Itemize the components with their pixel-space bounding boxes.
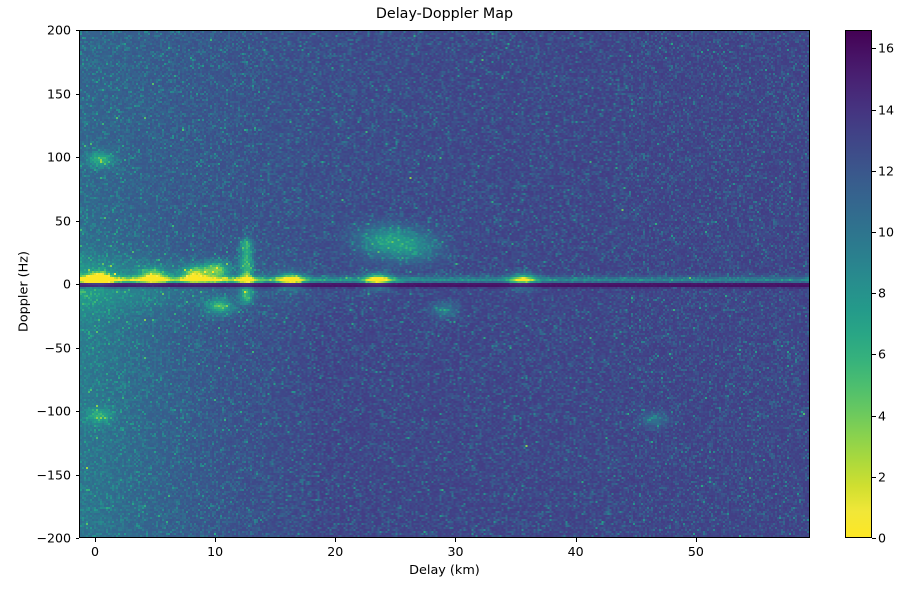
- x-tick-mark: [215, 538, 217, 542]
- x-tick-label: 40: [567, 544, 584, 559]
- colorbar-tick-label: 8: [878, 285, 887, 301]
- y-tick-mark: [75, 157, 79, 158]
- y-tick-label: 150: [46, 86, 71, 101]
- x-tick-mark: [455, 538, 457, 542]
- colorbar-tick-mark: [872, 354, 876, 356]
- y-tick-mark: [75, 474, 79, 476]
- y-tick-label: −150: [36, 467, 71, 482]
- x-tick-label: 10: [207, 544, 224, 559]
- colorbar-tick-mark: [872, 538, 876, 539]
- colorbar-tick-mark: [872, 231, 876, 233]
- y-tick-mark: [75, 411, 79, 412]
- x-tick-mark: [695, 538, 697, 542]
- colorbar-tick-label: 4: [878, 408, 887, 424]
- x-tick-label: 50: [687, 544, 704, 559]
- y-tick-label: 50: [54, 213, 71, 228]
- x-tick-label: 30: [447, 544, 464, 559]
- colorbar-tick-label: 10: [878, 224, 895, 240]
- y-tick-mark: [75, 93, 79, 95]
- colorbar-tick-label: 12: [878, 163, 895, 179]
- y-tick-label: 200: [46, 22, 71, 38]
- colorbar-gradient: [846, 31, 871, 537]
- colorbar-tick-label: 0: [878, 530, 887, 546]
- colorbar-tick-mark: [872, 48, 876, 50]
- colorbar-tick-mark: [872, 170, 876, 172]
- x-tick-label: 20: [327, 544, 344, 559]
- y-tick-mark: [75, 30, 79, 31]
- y-tick-mark: [75, 284, 79, 285]
- colorbar-axes: [845, 30, 872, 538]
- y-tick-label: 0: [62, 276, 71, 292]
- colorbar-tick-mark: [872, 476, 876, 478]
- x-axis-label: Delay (km): [409, 563, 480, 578]
- colorbar-tick-label: 16: [878, 40, 895, 56]
- page-title: Delay-Doppler Map: [375, 6, 514, 22]
- x-tick-label: 0: [90, 544, 99, 559]
- colorbar-tick-mark: [872, 415, 876, 417]
- colorbar-tick-mark: [872, 293, 876, 295]
- y-tick-mark: [75, 538, 79, 539]
- y-axis-label: Doppler (Hz): [16, 251, 32, 333]
- colorbar-tick-label: 6: [878, 346, 887, 362]
- y-tick-mark: [75, 220, 79, 222]
- x-tick-mark: [94, 538, 96, 542]
- delay-doppler-map-axes: [79, 30, 810, 538]
- x-tick-mark: [575, 538, 577, 542]
- colorbar-tick-label: 14: [878, 102, 895, 118]
- y-tick-label: −100: [36, 403, 71, 419]
- y-tick-label: 100: [46, 149, 71, 165]
- x-tick-mark: [335, 538, 337, 542]
- colorbar-tick-label: 2: [878, 469, 887, 485]
- delay-doppler-heatmap: [80, 31, 809, 537]
- y-tick-mark: [75, 347, 79, 349]
- y-tick-label: −50: [44, 340, 71, 355]
- y-tick-label: −200: [36, 530, 71, 546]
- colorbar-tick-mark: [872, 109, 876, 111]
